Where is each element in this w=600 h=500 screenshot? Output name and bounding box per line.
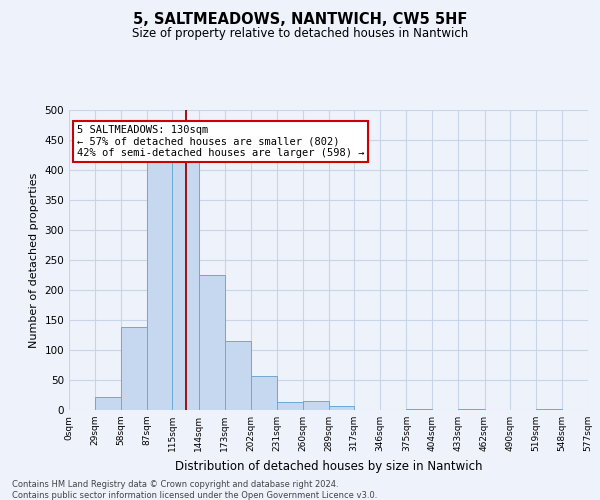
Bar (277, 402, 303, 410)
Text: Size of property relative to detached houses in Nantwich: Size of property relative to detached ho… (132, 28, 468, 40)
Text: 5 SALTMEADOWS: 130sqm
← 57% of detached houses are smaller (802)
42% of semi-det: 5 SALTMEADOWS: 130sqm ← 57% of detached … (77, 125, 364, 158)
X-axis label: Distribution of detached houses by size in Nantwich: Distribution of detached houses by size … (175, 460, 482, 472)
Text: Contains HM Land Registry data © Crown copyright and database right 2024.
Contai: Contains HM Land Registry data © Crown c… (12, 480, 377, 500)
Bar (303, 401, 329, 410)
Bar (121, 326, 147, 410)
Bar (251, 376, 277, 410)
Bar (95, 397, 121, 410)
Bar (147, 161, 172, 410)
Bar (199, 275, 224, 410)
Y-axis label: Number of detached properties: Number of detached properties (29, 172, 39, 348)
Text: 5, SALTMEADOWS, NANTWICH, CW5 5HF: 5, SALTMEADOWS, NANTWICH, CW5 5HF (133, 12, 467, 28)
Bar (172, 161, 199, 410)
Bar (329, 406, 354, 410)
Bar (224, 341, 251, 410)
